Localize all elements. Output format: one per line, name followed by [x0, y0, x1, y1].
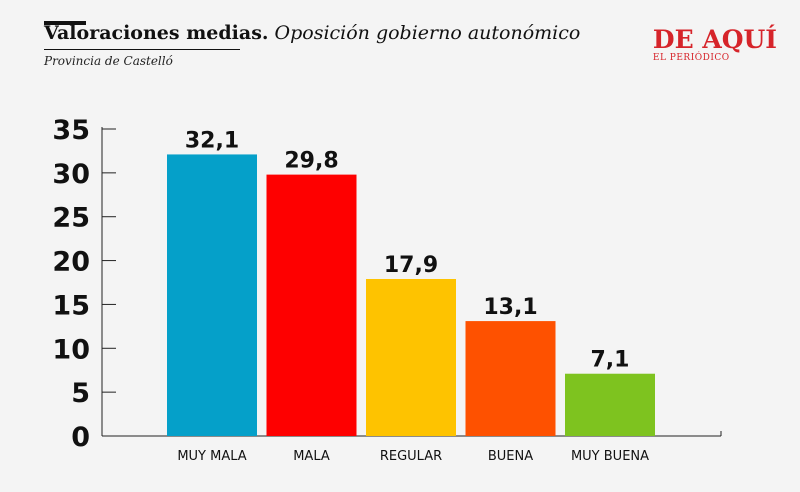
- y-tick-label-25: 25: [52, 203, 90, 234]
- y-tick-label-30: 30: [52, 159, 90, 190]
- category-label-mala: MALA: [293, 449, 330, 464]
- bar-muy-mala: [167, 154, 257, 436]
- category-label-buena: BUENA: [488, 449, 533, 464]
- bar-muy-buena: [565, 374, 655, 436]
- data-label-muy-mala: 32,1: [185, 128, 239, 153]
- y-tick-label-0: 0: [71, 422, 90, 453]
- data-label-mala: 29,8: [284, 149, 338, 174]
- category-label-muy-mala: MUY MALA: [177, 449, 246, 464]
- y-tick-label-5: 5: [71, 378, 90, 409]
- y-tick-label-10: 10: [52, 334, 90, 365]
- bar-mala: [267, 175, 357, 436]
- data-label-regular: 17,9: [384, 253, 438, 278]
- data-label-muy-buena: 7,1: [591, 348, 630, 373]
- y-tick-label-35: 35: [52, 115, 90, 146]
- bar-regular: [366, 279, 456, 436]
- bar-chart: 0 5 10 15 20 25 30 35 32,1 MUY MALA 29,8 MALA 17,9 RE…: [0, 0, 800, 492]
- category-label-muy-buena: MUY BUENA: [571, 449, 649, 464]
- category-label-regular: REGULAR: [380, 449, 442, 464]
- y-tick-label-15: 15: [52, 290, 90, 321]
- data-label-buena: 13,1: [483, 295, 537, 320]
- bar-buena: [466, 321, 556, 436]
- y-tick-label-20: 20: [52, 247, 90, 278]
